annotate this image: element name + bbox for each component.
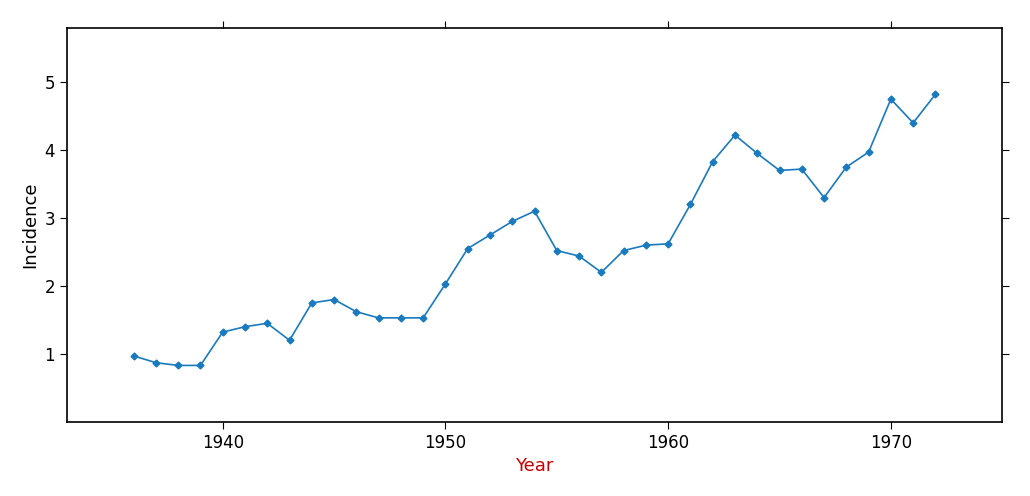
Y-axis label: Incidence: Incidence (21, 182, 39, 268)
X-axis label: Year: Year (515, 457, 554, 475)
